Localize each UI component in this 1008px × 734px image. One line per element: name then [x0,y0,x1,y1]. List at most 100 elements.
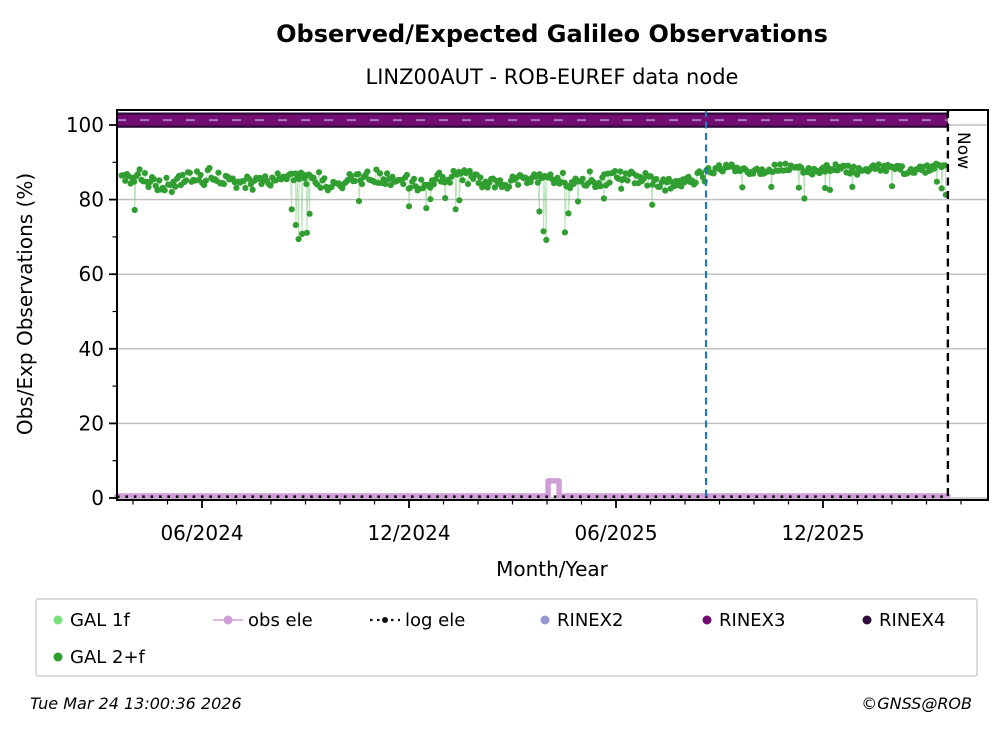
scatter-point [656,183,663,190]
scatter-point [405,203,413,210]
now-line-label: Now [953,132,973,169]
scatter-point [240,177,247,185]
y-tick-label: 0 [91,486,104,510]
scatter-point [456,197,463,204]
scatter-point [931,165,938,172]
scatter-point [795,184,803,191]
scatter-point [826,186,834,193]
scatter-point [150,176,157,183]
plot-border [116,109,989,501]
scatter-point [805,165,812,172]
legend-label-gal-1f: GAL 1f [70,610,130,631]
scatter-point [801,195,808,202]
scatter-point [423,205,430,212]
scatter-point [296,175,303,183]
scatter-point [600,195,608,202]
scatter-point [662,187,669,194]
scatter-point [567,185,574,192]
legend-marker-obs-ele [223,615,233,625]
legend-marker-rinex2 [540,615,550,625]
scatter-point [168,188,175,196]
scatter-point [452,206,459,213]
scatter-point [358,181,366,188]
scatter-point [540,228,547,235]
x-axis-label: Month/Year [496,557,609,581]
scatter-point [579,175,586,182]
scatter-point [618,185,625,192]
scatter-point [348,172,355,179]
scatter-point [303,181,310,188]
scatter-point [310,174,317,181]
scatter-point [850,163,857,170]
scatter-point [292,221,299,229]
scatter-point [590,179,597,186]
legend-label-rinex3: RINEX3 [719,610,785,631]
scatter-point [306,210,313,217]
scatter-point [131,206,138,214]
legend-label-rinex4: RINEX4 [879,610,945,631]
scatter-point [484,184,491,191]
scatter-point [565,210,572,217]
scatter-point [938,185,945,192]
scatter-point [274,170,281,177]
scatter-point [145,183,152,191]
scatter-point [506,183,513,190]
scatter-point [466,167,473,174]
legend-box [35,598,978,677]
scatter-point [351,177,358,185]
scatter-point [295,236,302,243]
scatter-point [888,183,896,190]
y-tick-label: 20 [79,411,104,435]
axis-ticks: 0 20 40 60 80 100 06/2024 12/2024 06/2025 12/2025 [66,113,962,545]
y-tick-label: 80 [79,188,104,212]
y-axis-label: Obs/Exp Observations (%) [13,173,37,435]
scatter-point [809,171,816,178]
scatter-point [418,176,425,183]
scatter-point [206,164,213,172]
scatter-point [497,177,504,184]
scatter-point [477,174,484,181]
scatter-point [442,195,449,202]
y-tick-label: 60 [79,262,104,286]
x-tick-label: 06/2025 [574,521,657,545]
scatter-point [574,198,582,205]
scatter-point [924,162,931,169]
scatter-point [554,174,561,181]
legend-marker-log-ele [382,617,388,623]
scatter-point [249,186,256,193]
legend-marker-rinex4 [862,615,872,625]
scatter-point [427,196,434,203]
scatter-point [233,184,240,191]
scatter-point [403,171,410,179]
scatter-point [382,180,389,188]
y-tick-label: 100 [66,113,104,137]
scatter-point [136,166,143,173]
scatter-point [561,229,569,236]
scatter-point [586,168,593,175]
scatter-point [183,177,190,184]
scatter-point [849,183,856,190]
scatter-point [845,162,852,169]
scatter-point [303,229,310,236]
scatter-point [644,182,651,189]
scatter-point [376,170,384,177]
scatter-point [410,175,418,182]
scatter-point [822,184,829,192]
scatter-point [624,177,631,184]
scatter-point [288,206,295,213]
scatter-point [597,183,604,190]
scatter-point [380,176,387,183]
legend: GAL 1f obs ele log ele RINEX2 RINEX3 RINEX4 GA… [35,598,978,677]
scatter-point [245,175,253,182]
legend-marker-gal-1f [53,615,63,625]
scatter-point [649,201,656,208]
legend-marker-rinex3 [702,615,712,625]
scatter-point [515,181,522,188]
scatter-point [475,180,482,187]
scatter-point [172,183,179,190]
scatter-point [436,169,443,176]
scatter-point [559,169,567,176]
scatter-point [942,162,949,169]
scatter-point [328,184,335,191]
scatter-point [543,236,550,243]
